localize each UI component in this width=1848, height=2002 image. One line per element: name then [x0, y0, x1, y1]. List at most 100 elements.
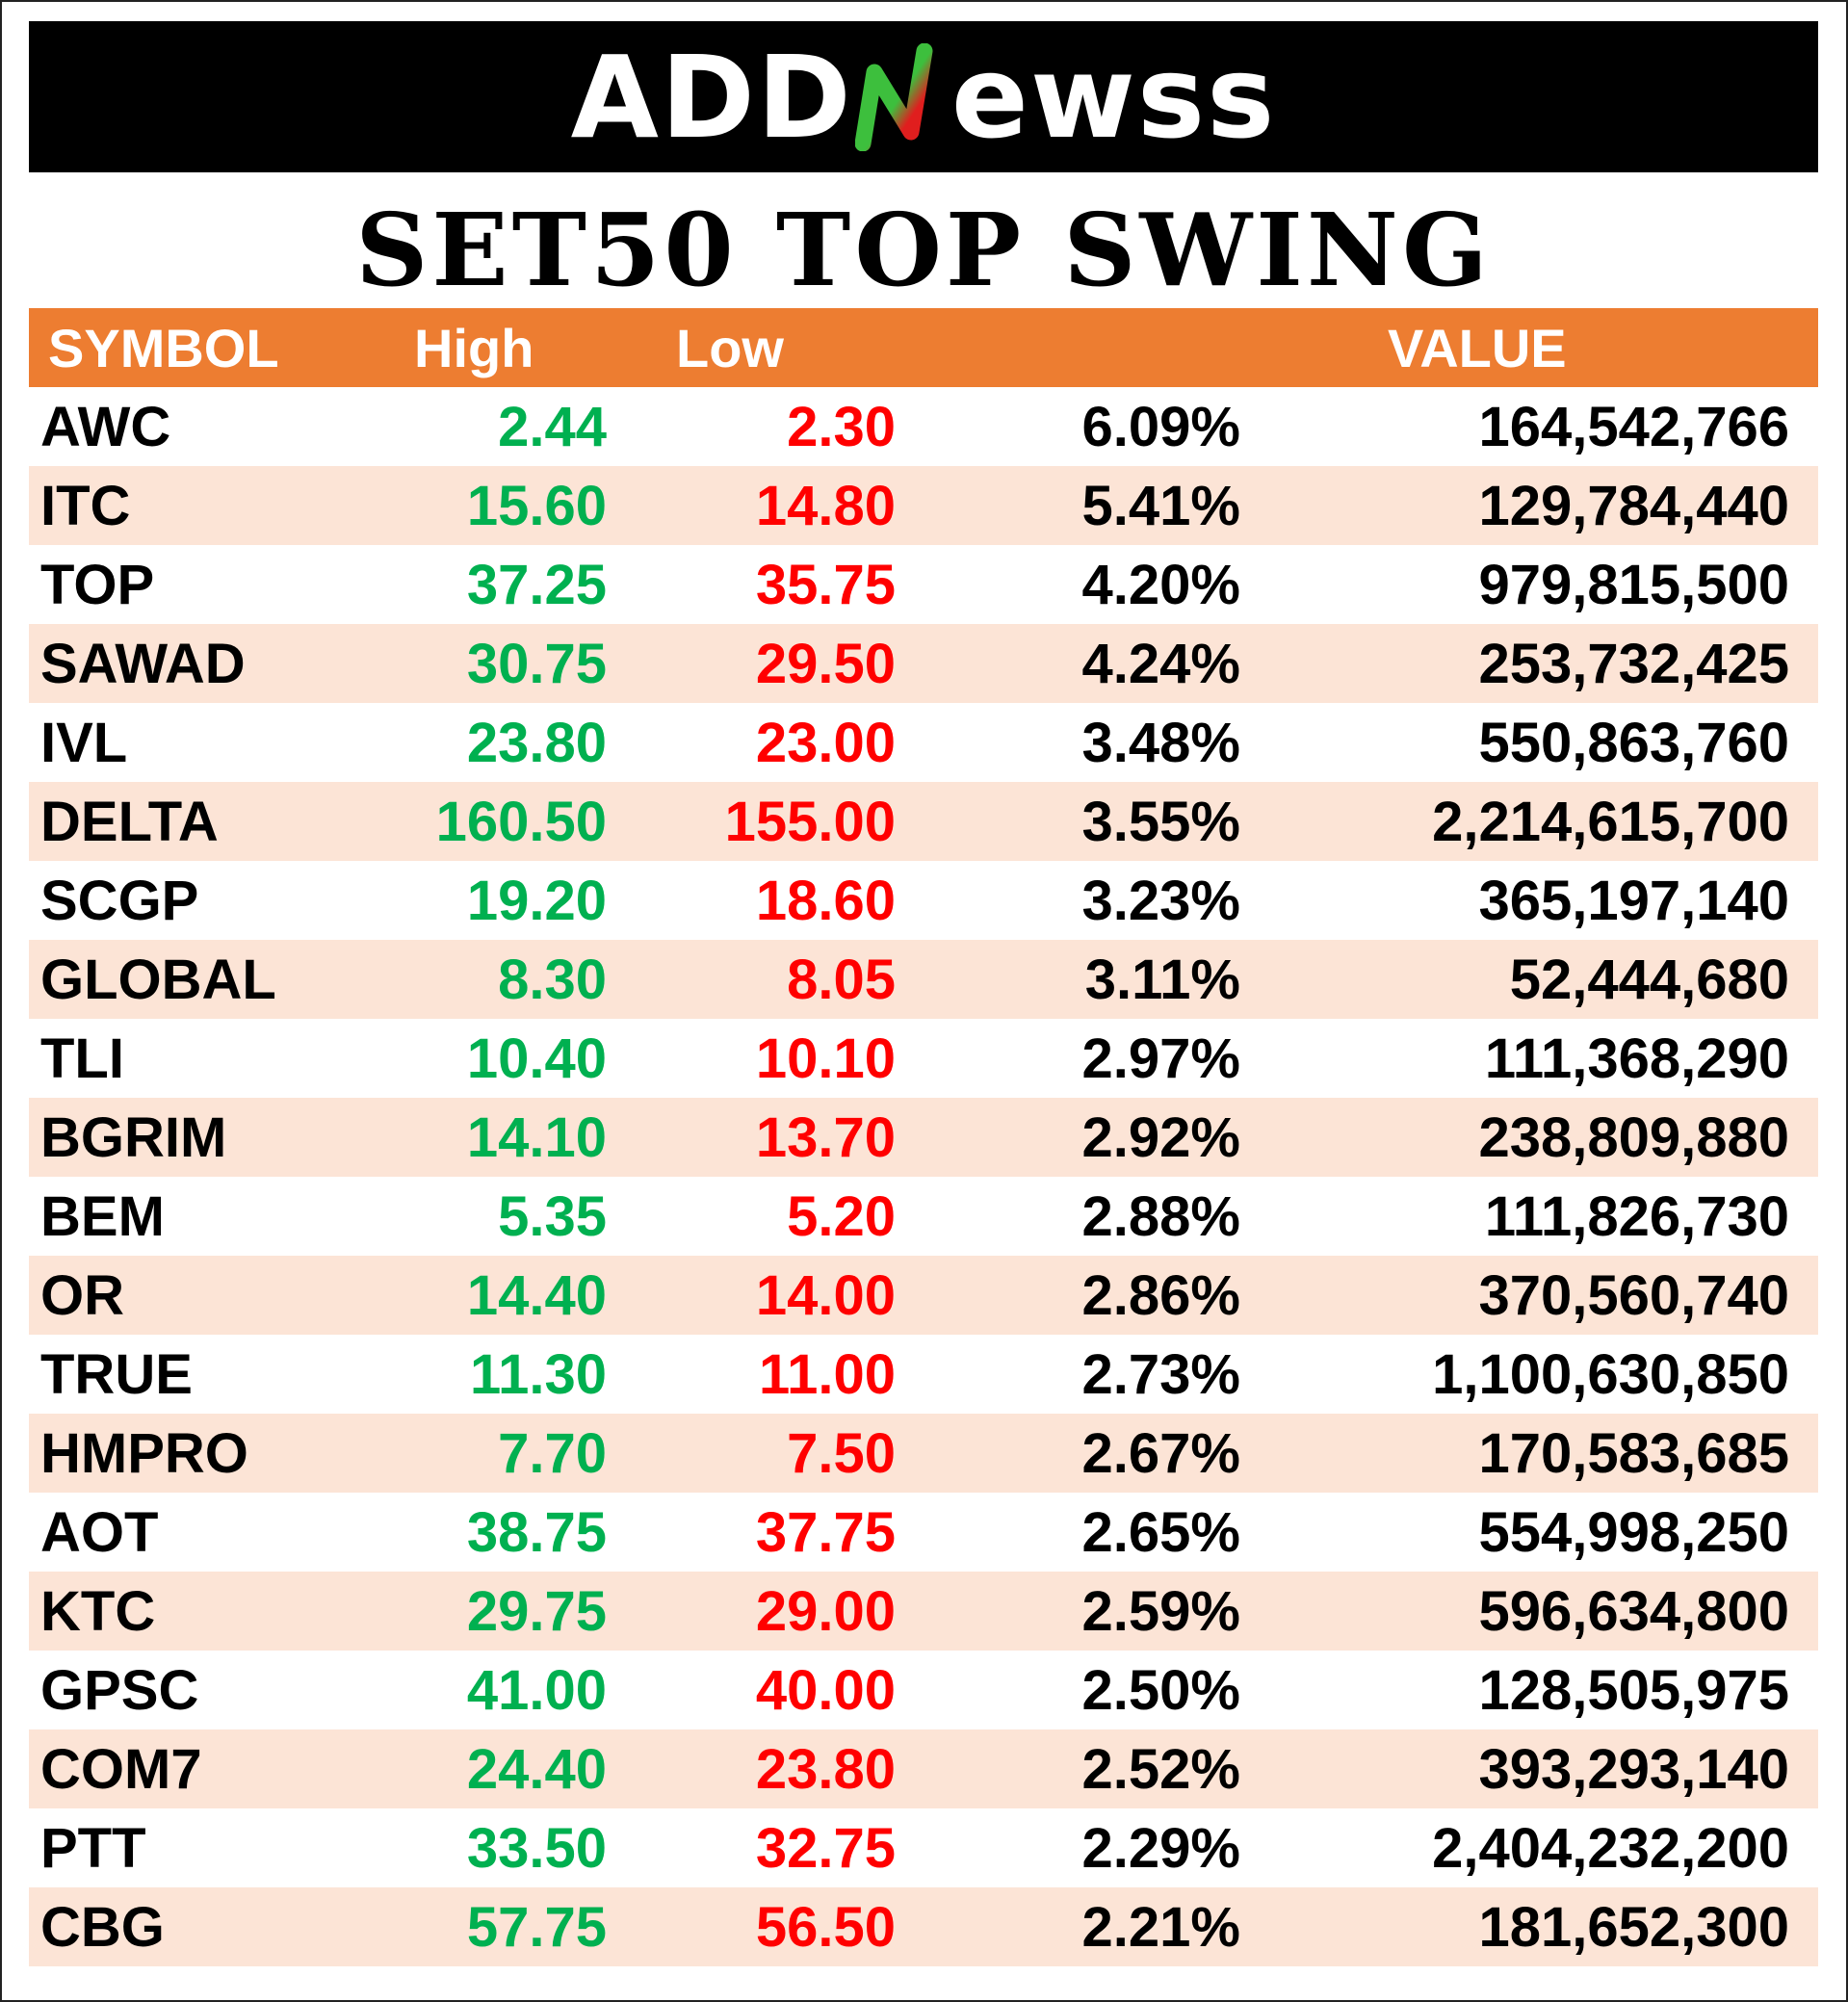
cell-value: 979,815,500: [1478, 553, 1789, 616]
cell-value: 365,197,140: [1478, 869, 1789, 932]
cell-value: 393,293,140: [1240, 1729, 1818, 1808]
cell-change: 2.52%: [896, 1729, 1240, 1808]
cell-high: 29.75: [376, 1572, 607, 1651]
cell-low: 35.75: [755, 553, 896, 616]
cell-low: 2.30: [787, 395, 896, 458]
n-arrow-icon: [854, 42, 933, 151]
cell-high: 24.40: [376, 1729, 607, 1808]
cell-high: 2.44: [498, 395, 607, 458]
cell-high: 19.20: [466, 869, 607, 932]
table-row: IVL 23.80 23.00 3.48% 550,863,760: [29, 703, 1818, 782]
cell-low: 56.50: [607, 1887, 896, 1966]
cell-high: 8.30: [376, 940, 607, 1019]
cell-change: 2.21%: [896, 1887, 1240, 1966]
table-row: ITC 15.60 14.80 5.41% 129,784,440: [29, 466, 1818, 545]
table-row: HMPRO 7.70 7.50 2.67% 170,583,685: [29, 1414, 1818, 1493]
cell-change: 2.50%: [1081, 1658, 1240, 1722]
cell-low: 23.00: [755, 711, 896, 774]
cell-low: 18.60: [755, 869, 896, 932]
table-body: AWC 2.44 2.30 6.09% 164,542,766 ITC 15.60 14.80…: [29, 387, 1818, 1966]
cell-value: 596,634,800: [1240, 1572, 1818, 1651]
cell-low: 10.10: [755, 1027, 896, 1090]
cell-change: 2.59%: [896, 1572, 1240, 1651]
brand-banner: ADD ewss: [29, 21, 1818, 172]
cell-high: 160.50: [376, 782, 607, 861]
table-row: DELTA 160.50 155.00 3.55% 2,214,615,700: [29, 782, 1818, 861]
cell-symbol: SCGP: [40, 869, 199, 932]
cell-high: 10.40: [466, 1027, 607, 1090]
cell-value: 128,505,975: [1478, 1658, 1789, 1722]
cell-symbol: IVL: [40, 711, 128, 774]
table-row: TOP 37.25 35.75 4.20% 979,815,500: [29, 545, 1818, 624]
cell-change: 4.20%: [1081, 553, 1240, 616]
cell-low: 155.00: [607, 782, 896, 861]
table-row: KTC 29.75 29.00 2.59% 596,634,800: [29, 1572, 1818, 1651]
cell-change: 2.29%: [1081, 1816, 1240, 1880]
logo-prefix: ADD: [570, 30, 853, 164]
cell-symbol: TLI: [40, 1027, 124, 1090]
cell-change: 2.92%: [896, 1098, 1240, 1177]
cell-high: 30.75: [376, 624, 607, 703]
cell-value: 1,100,630,850: [1432, 1342, 1789, 1406]
cell-low: 8.05: [607, 940, 896, 1019]
header-symbol: SYMBOL: [29, 308, 376, 387]
table-row: CBG 57.75 56.50 2.21% 181,652,300: [29, 1887, 1818, 1966]
table-row: SCGP 19.20 18.60 3.23% 365,197,140: [29, 861, 1818, 940]
cell-change: 2.73%: [1081, 1342, 1240, 1406]
cell-low: 37.75: [755, 1500, 896, 1564]
header-value: VALUE: [1240, 308, 1818, 387]
cell-high: 14.10: [376, 1098, 607, 1177]
cell-low: 5.20: [787, 1184, 896, 1248]
cell-low: 11.00: [759, 1342, 896, 1406]
cell-value: 370,560,740: [1240, 1256, 1818, 1335]
cell-low: 14.80: [607, 466, 896, 545]
cell-symbol: GPSC: [40, 1658, 199, 1722]
cell-value: 52,444,680: [1240, 940, 1818, 1019]
table-row: TLI 10.40 10.10 2.97% 111,368,290: [29, 1019, 1818, 1098]
cell-change: 2.67%: [896, 1414, 1240, 1493]
cell-symbol: BGRIM: [29, 1098, 376, 1177]
cell-high: 15.60: [376, 466, 607, 545]
logo-suffix: ewss: [950, 30, 1277, 164]
cell-change: 6.09%: [1081, 395, 1240, 458]
cell-low: 23.80: [607, 1729, 896, 1808]
cell-symbol: TRUE: [40, 1342, 193, 1406]
cell-symbol: ITC: [29, 466, 376, 545]
table-row: BGRIM 14.10 13.70 2.92% 238,809,880: [29, 1098, 1818, 1177]
page-title: SET50 TOP SWING: [355, 191, 1492, 309]
table-row: AOT 38.75 37.75 2.65% 554,998,250: [29, 1493, 1818, 1572]
cell-change: 3.55%: [896, 782, 1240, 861]
brand-logo: ADD ewss: [571, 40, 1277, 154]
cell-symbol: PTT: [40, 1816, 146, 1880]
cell-symbol: OR: [29, 1256, 376, 1335]
cell-symbol: KTC: [29, 1572, 376, 1651]
cell-high: 23.80: [466, 711, 607, 774]
header-change: [896, 308, 1240, 387]
cell-value: 238,809,880: [1240, 1098, 1818, 1177]
table-row: BEM 5.35 5.20 2.88% 111,826,730: [29, 1177, 1818, 1256]
table-row: AWC 2.44 2.30 6.09% 164,542,766: [29, 387, 1818, 466]
cell-value: 550,863,760: [1478, 711, 1789, 774]
cell-low: 13.70: [607, 1098, 896, 1177]
cell-low: 14.00: [607, 1256, 896, 1335]
header-high: High: [376, 308, 607, 387]
cell-high: 33.50: [466, 1816, 607, 1880]
cell-change: 4.24%: [896, 624, 1240, 703]
cell-change: 2.88%: [1081, 1184, 1240, 1248]
cell-symbol: AOT: [40, 1500, 159, 1564]
cell-value: 129,784,440: [1240, 466, 1818, 545]
cell-change: 2.97%: [1081, 1027, 1240, 1090]
cell-symbol: TOP: [40, 553, 155, 616]
cell-symbol: GLOBAL: [29, 940, 376, 1019]
swing-table: SYMBOL High Low VALUE AWC 2.44 2.30 6.09% 16…: [29, 308, 1818, 1966]
table-row: OR 14.40 14.00 2.86% 370,560,740: [29, 1256, 1818, 1335]
cell-change: 2.65%: [1081, 1500, 1240, 1564]
cell-low: 32.75: [755, 1816, 896, 1880]
cell-high: 7.70: [376, 1414, 607, 1493]
cell-value: 2,404,232,200: [1432, 1816, 1789, 1880]
table-row: GLOBAL 8.30 8.05 3.11% 52,444,680: [29, 940, 1818, 1019]
cell-value: 554,998,250: [1478, 1500, 1789, 1564]
cell-high: 37.25: [466, 553, 607, 616]
cell-value: 111,368,290: [1484, 1027, 1789, 1090]
cell-value: 253,732,425: [1240, 624, 1818, 703]
